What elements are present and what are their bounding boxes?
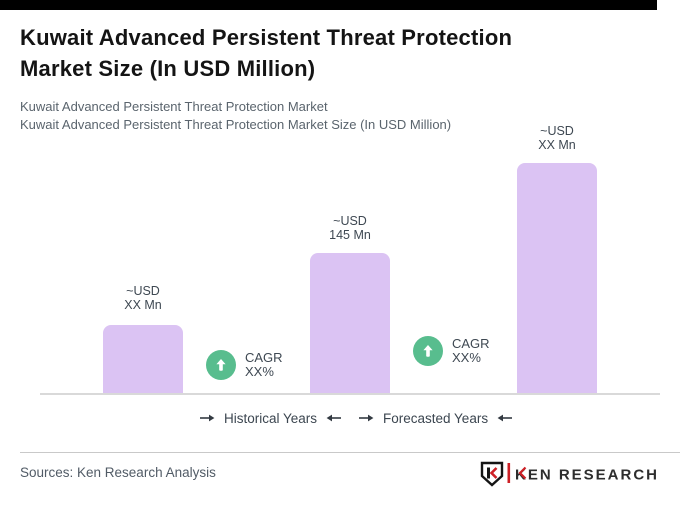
bar-1-value-line2: XX Mn	[124, 298, 162, 312]
up-arrow-icon	[216, 359, 226, 371]
cagr-1-line2: XX%	[245, 364, 274, 379]
ken-research-logo: KEN RESEARCH	[480, 461, 656, 487]
chart-subtitle-line1: Kuwait Advanced Persistent Threat Protec…	[20, 99, 328, 114]
chart-subtitle-line2: Kuwait Advanced Persistent Threat Protec…	[20, 117, 452, 132]
cagr-2-line1: CAGR	[452, 336, 490, 351]
cagr-up-badge-1	[206, 350, 236, 380]
bar-3-value-line1: ~USD	[540, 124, 574, 138]
cagr-label-1: CAGR XX%	[245, 351, 283, 379]
bar-rect-2	[310, 253, 390, 393]
axis-group-forecasted: Forecasted Years	[359, 409, 513, 427]
bar-rect-1	[103, 325, 183, 393]
logo-red-bar	[507, 463, 511, 483]
logo-k-red-chevron	[518, 466, 527, 480]
bar-3-value-line2: XX Mn	[538, 138, 576, 152]
left-arrow-icon	[497, 414, 513, 422]
top-black-bar	[0, 0, 657, 10]
bar-rect-3	[517, 163, 597, 393]
axis-group-historical: Historical Years	[200, 409, 342, 427]
axis-group-label-historical: Historical Years	[224, 410, 318, 426]
x-axis-baseline	[40, 393, 660, 395]
page-title: Kuwait Advanced Persistent Threat Protec…	[20, 22, 640, 84]
bar-3-value-label: ~USD XX Mn	[502, 124, 612, 152]
cagr-up-badge-2	[413, 336, 443, 366]
bar-2-value-label: ~USD 145 Mn	[295, 214, 405, 242]
right-arrow-icon	[359, 414, 374, 422]
logo-wordmark: KEN RESEARCH	[515, 467, 656, 484]
bar-1-value-label: ~USD XX Mn	[88, 284, 198, 312]
cagr-2-line2: XX%	[452, 350, 481, 365]
bar-1-value-line1: ~USD	[126, 284, 160, 298]
right-arrow-icon	[200, 414, 215, 422]
page-title-line2: Market Size (In USD Million)	[20, 56, 316, 81]
sources-text: Sources: Ken Research Analysis	[20, 465, 216, 480]
bar-2-value-line2: 145 Mn	[329, 228, 371, 242]
page-title-line1: Kuwait Advanced Persistent Threat Protec…	[20, 25, 513, 50]
axis-group-label-forecasted: Forecasted Years	[383, 410, 489, 426]
cagr-1-line1: CAGR	[245, 350, 283, 365]
bar-2-value-line1: ~USD	[333, 214, 367, 228]
left-arrow-icon	[326, 414, 342, 422]
ken-research-shield-icon	[480, 461, 504, 487]
cagr-label-2: CAGR XX%	[452, 337, 490, 365]
up-arrow-icon	[423, 345, 433, 357]
footer-divider	[20, 452, 680, 453]
chart-subtitle: Kuwait Advanced Persistent Threat Protec…	[20, 98, 580, 134]
